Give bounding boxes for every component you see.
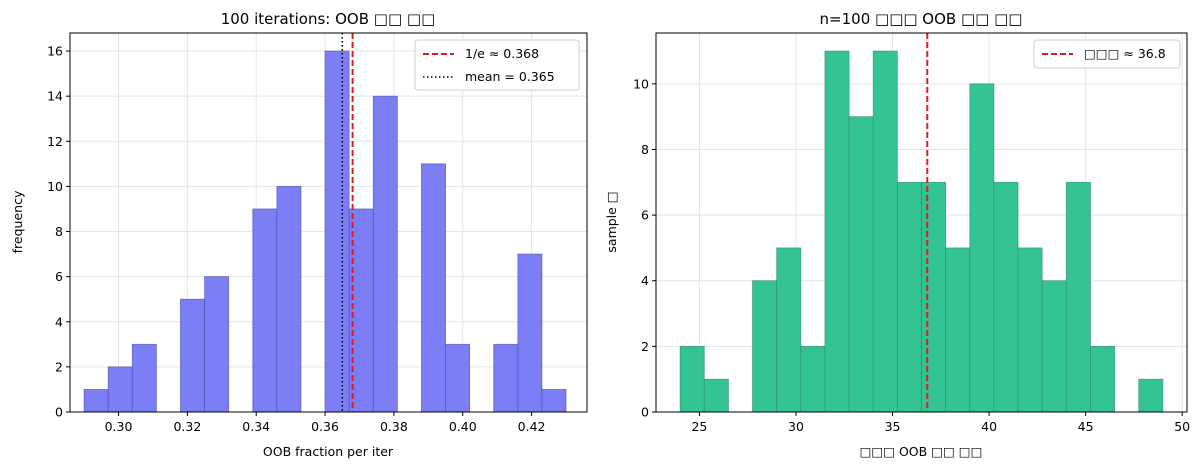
left-histogram-bar: [204, 276, 230, 413]
right-histogram-bar: [848, 116, 874, 413]
left-x-axis-label: OOB fraction per iter: [263, 444, 394, 459]
left-histogram-bar: [372, 95, 398, 413]
left-x-tick-label: 0.40: [449, 419, 477, 434]
right-legend: □□□ ≈ 36.8: [1033, 39, 1181, 69]
right-histogram-bar: [1138, 378, 1164, 413]
right-histogram-bar: [872, 50, 898, 413]
left-x-tick-label: 0.32: [173, 419, 201, 434]
left-x-tick-label: 0.42: [518, 419, 546, 434]
right-y-tick-label: 6: [641, 208, 649, 223]
left-axes-frame: [69, 32, 588, 413]
right-x-ticks: 25 30 35 40 45 50: [691, 412, 1190, 434]
left-y-tick-label: 10: [47, 179, 63, 194]
right-histogram-bar: [945, 247, 971, 413]
left-x-tick-label: 0.34: [242, 419, 270, 434]
right-histogram-bar: [921, 181, 947, 413]
right-histogram-bar: [993, 181, 1019, 413]
left-y-tick-label: 6: [55, 269, 63, 284]
right-x-tick-label: 25: [691, 419, 707, 434]
left-y-tick-label: 16: [47, 44, 63, 59]
left-legend-box: [414, 39, 580, 91]
left-histogram-bar: [131, 343, 157, 413]
left-y-tick-label: 2: [55, 359, 63, 374]
right-x-tick-label: 50: [1174, 419, 1190, 434]
right-y-tick-label: 0: [641, 405, 649, 420]
right-histogram-bar: [703, 378, 729, 413]
left-histogram-bar: [324, 50, 350, 413]
left-bars: [83, 50, 567, 413]
right-histogram-bar: [1017, 247, 1043, 413]
right-y-tick-label: 10: [633, 76, 649, 91]
right-y-tick-label: 2: [641, 339, 649, 354]
left-y-tick-label: 4: [55, 314, 63, 329]
right-y-axis-label: sample □: [604, 191, 619, 252]
left-histogram-bar: [276, 186, 302, 413]
right-histogram-panel: 25 30 35 40 45 50 0 2 4 6 8 10 n=100 □□□ OOB □□ □□…: [604, 10, 1190, 459]
right-bars: [679, 50, 1164, 413]
left-y-tick-label: 14: [47, 89, 63, 104]
right-x-tick-label: 40: [981, 419, 997, 434]
right-histogram-bar: [752, 280, 778, 413]
left-legend-label-1e: 1/e ≈ 0.368: [465, 46, 539, 61]
left-histogram-bar: [517, 253, 543, 413]
left-histogram-panel: 0.30 0.32 0.34 0.36 0.38 0.40 0.42 0 2 4 6 8 10 12 14…: [10, 10, 588, 459]
left-x-tick-label: 0.30: [105, 419, 133, 434]
left-y-tick-label: 0: [55, 405, 63, 420]
right-x-tick-label: 35: [885, 419, 901, 434]
right-x-tick-label: 30: [788, 419, 804, 434]
right-histogram-bar: [1041, 280, 1067, 413]
left-chart-title: 100 iterations: OOB □□ □□: [221, 10, 436, 28]
right-x-tick-label: 45: [1078, 419, 1094, 434]
right-histogram-bar: [1090, 345, 1115, 413]
right-x-axis-label: □□□ OOB □□ □□: [860, 444, 983, 459]
right-axes-frame: [655, 32, 1188, 413]
left-histogram-bar: [445, 343, 471, 413]
left-y-axis-label: frequency: [10, 190, 25, 253]
left-x-ticks: 0.30 0.32 0.34 0.36 0.38 0.40 0.42: [105, 412, 546, 434]
left-histogram-bar: [180, 298, 205, 413]
right-histogram-bar: [896, 181, 922, 413]
right-histogram-bar: [679, 345, 705, 413]
right-y-tick-label: 8: [641, 142, 649, 157]
left-histogram-bar: [541, 389, 567, 413]
right-chart-title: n=100 □□□ OOB □□ □□: [820, 10, 1023, 28]
right-histogram-bar: [1065, 181, 1091, 413]
left-legend: 1/e ≈ 0.368 mean = 0.365: [414, 39, 580, 91]
left-reference-lines: [341, 33, 354, 412]
left-y-tick-label: 12: [47, 134, 63, 149]
left-histogram-bar: [252, 208, 278, 413]
right-histogram-bar: [824, 50, 850, 413]
left-legend-label-mean: mean = 0.365: [465, 69, 555, 84]
right-histogram-bar: [800, 345, 826, 413]
right-y-tick-label: 4: [641, 273, 649, 288]
right-histogram-bar: [776, 247, 802, 413]
left-histogram-bar: [421, 163, 446, 413]
right-legend-box: [1033, 39, 1181, 69]
left-y-ticks: 0 2 4 6 8 10 12 14 16: [47, 44, 70, 420]
right-histogram-bar: [969, 83, 995, 413]
right-legend-label-expected: □□□ ≈ 36.8: [1084, 46, 1166, 61]
left-histogram-bar: [348, 208, 374, 413]
left-x-tick-label: 0.36: [311, 419, 339, 434]
left-histogram-bar: [83, 389, 109, 413]
left-histogram-bar: [493, 343, 519, 413]
right-y-ticks: 0 2 4 6 8 10: [633, 76, 656, 420]
left-x-tick-label: 0.38: [380, 419, 408, 434]
left-histogram-bar: [107, 366, 133, 413]
left-y-tick-label: 8: [55, 224, 63, 239]
